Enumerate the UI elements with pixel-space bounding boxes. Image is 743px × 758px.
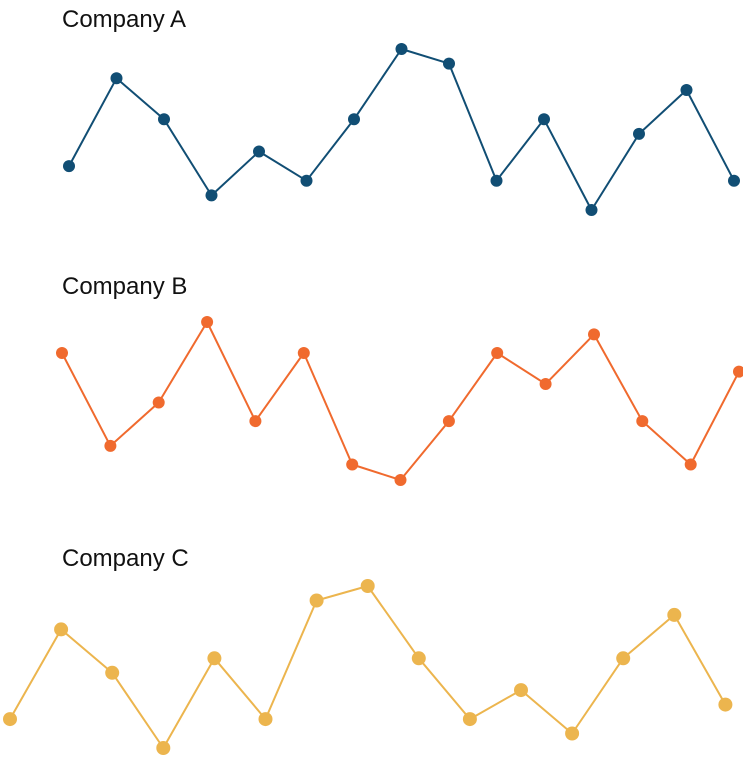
data-point-company-b-15 [733,365,743,378]
data-point-company-b-1 [56,347,68,359]
data-point-company-b-7 [346,458,359,471]
chart-title-company-c: Company C [62,545,189,572]
data-point-company-c-8 [360,579,375,593]
data-point-company-c-2 [54,622,69,637]
plot-company-a [63,43,740,216]
data-point-company-a-3 [158,113,170,126]
data-point-company-a-15 [728,174,740,187]
data-point-company-c-5 [207,651,222,666]
data-point-company-b-3 [152,396,165,409]
data-point-company-c-13 [616,651,631,666]
data-point-company-a-5 [253,145,265,158]
chart-company-c: Company C [3,545,733,755]
data-point-company-c-12 [565,726,580,741]
data-point-company-a-6 [300,174,313,187]
data-point-company-a-11 [538,113,550,126]
data-point-company-a-13 [633,127,645,140]
data-point-company-c-7 [309,593,324,608]
chart-title-company-a: Company A [62,6,186,33]
data-point-company-b-11 [539,378,552,390]
data-point-company-b-5 [249,415,262,428]
data-point-company-a-1 [63,160,75,173]
data-point-company-c-4 [156,741,171,755]
data-point-company-b-13 [636,415,649,428]
data-point-company-b-6 [297,347,310,359]
plot-company-b [56,316,743,486]
data-point-company-b-12 [588,328,600,341]
chart-company-a: Company A [62,6,740,216]
data-point-company-b-10 [491,347,504,359]
data-point-company-c-9 [411,651,426,666]
series-line-company-c [9,585,727,749]
data-point-company-a-4 [205,189,218,202]
chart-title-company-b: Company B [62,273,187,300]
data-point-company-b-14 [684,458,697,471]
series-line-company-a [68,48,735,211]
data-point-company-a-8 [395,43,408,55]
data-point-company-b-2 [104,439,117,452]
data-point-company-c-1 [3,712,17,727]
data-point-company-a-9 [443,57,455,70]
data-point-company-c-11 [514,683,528,698]
chart-company-b: Company B [56,273,743,486]
data-point-company-a-12 [585,204,598,216]
data-point-company-c-15 [718,697,733,712]
data-point-company-c-6 [258,712,273,727]
data-point-company-a-7 [348,113,360,126]
data-point-company-a-14 [680,84,693,96]
data-point-company-b-4 [201,316,214,328]
data-point-company-b-9 [442,415,455,428]
data-point-company-a-10 [490,174,503,187]
data-point-company-c-10 [462,712,477,727]
plot-company-c [3,579,733,755]
data-point-company-a-2 [110,72,123,85]
data-point-company-c-3 [105,665,120,680]
data-point-company-c-14 [667,607,682,622]
data-point-company-b-8 [394,474,407,486]
